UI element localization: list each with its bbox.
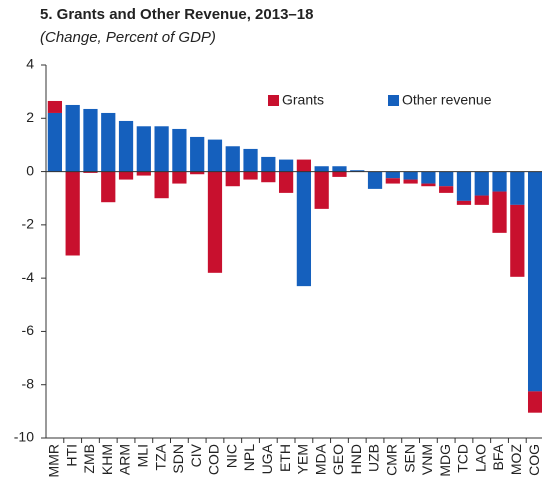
x-tick-label: VNM xyxy=(419,444,435,475)
x-tick-label: MOZ xyxy=(508,444,524,476)
x-tick-label: BFA xyxy=(490,443,506,470)
bar-segment xyxy=(332,171,347,177)
bar-segment xyxy=(118,171,134,180)
bar-segment xyxy=(225,146,240,172)
y-tick-label: -8 xyxy=(22,375,35,391)
x-tick-label: COD xyxy=(206,444,222,475)
bar-segment xyxy=(47,112,63,172)
bar-segment xyxy=(332,166,347,172)
bar-segment xyxy=(190,171,205,175)
x-tick-label: UGA xyxy=(259,443,275,474)
bar-segment xyxy=(243,171,258,180)
chart-subtitle: (Change, Percent of GDP) xyxy=(40,29,216,46)
bar-segment xyxy=(474,171,489,196)
bar-segment xyxy=(278,159,294,172)
bar-segment xyxy=(83,171,98,173)
bar-segment xyxy=(385,178,400,184)
bar-segment xyxy=(243,148,258,172)
x-tick-label: HND xyxy=(348,444,364,474)
bar-segment xyxy=(278,171,294,193)
x-tick-label: MDA xyxy=(312,443,328,475)
x-tick-label: TZA xyxy=(152,443,168,470)
bar-segment xyxy=(527,171,542,392)
x-tick-label: GEO xyxy=(330,444,346,475)
bar-segment xyxy=(47,100,63,113)
bar-segment xyxy=(172,171,187,184)
y-tick-label: -2 xyxy=(22,216,35,232)
x-tick-label: YEM xyxy=(295,444,311,474)
bar-segment xyxy=(527,391,542,413)
bar-segment xyxy=(261,156,276,172)
legend-label: Other revenue xyxy=(402,92,492,108)
y-tick-label: 2 xyxy=(26,109,34,125)
bar-segment xyxy=(439,186,454,193)
bar-segment xyxy=(172,128,187,172)
x-tick-label: CMR xyxy=(384,444,400,476)
bar-segment xyxy=(65,104,80,172)
bar-segment xyxy=(492,171,507,192)
x-tick-label: MMR xyxy=(46,444,62,477)
x-tick-label: NIC xyxy=(223,444,239,468)
y-tick-label: -10 xyxy=(14,429,34,445)
bar-segment xyxy=(101,171,116,203)
x-tick-label: ETH xyxy=(277,444,293,472)
x-tick-label: HTI xyxy=(63,444,79,467)
bar-segment xyxy=(456,200,472,205)
bar-segment xyxy=(403,171,418,180)
bar-segment xyxy=(367,171,383,189)
bar-segment xyxy=(136,126,151,172)
bar-segment xyxy=(296,171,312,287)
chart-title: 5. Grants and Other Revenue, 2013–18 xyxy=(40,6,313,23)
bar-segment xyxy=(136,171,151,176)
y-tick-label: 4 xyxy=(26,56,34,72)
bar-segment xyxy=(118,120,134,172)
bar-segment xyxy=(314,171,329,209)
bar-segment xyxy=(83,108,98,172)
x-tick-label: CIV xyxy=(188,443,204,467)
legend-swatch xyxy=(388,95,399,106)
x-tick-label: NPL xyxy=(241,444,257,471)
legend-swatch xyxy=(268,95,279,106)
bar-segment xyxy=(207,171,223,273)
legend-label: Grants xyxy=(282,92,324,108)
x-tick-label: LAO xyxy=(472,444,488,472)
bar-segment xyxy=(474,195,489,205)
x-tick-label: SEN xyxy=(401,444,417,473)
x-tick-label: UZB xyxy=(366,444,382,472)
x-tick-label: MLI xyxy=(135,444,151,467)
bar-segment xyxy=(154,126,169,172)
bar-segment xyxy=(261,171,276,183)
bar-segment xyxy=(225,171,240,187)
bar-segment xyxy=(403,179,418,184)
bar-segment xyxy=(190,136,205,172)
bar-segment xyxy=(439,171,454,187)
y-tick-label: -4 xyxy=(22,269,35,285)
x-tick-label: COG xyxy=(526,444,542,476)
bar-segment xyxy=(296,159,312,172)
bar-segment xyxy=(510,171,525,205)
bar-segment xyxy=(65,171,80,256)
x-tick-label: SDN xyxy=(170,444,186,474)
bar-segment xyxy=(492,191,507,233)
x-tick-label: TCD xyxy=(455,444,471,473)
bar-segment xyxy=(314,166,329,172)
x-tick-label: KHM xyxy=(99,444,115,475)
bar-segment xyxy=(456,171,472,201)
y-tick-label: 0 xyxy=(26,162,34,178)
bar-segment xyxy=(207,139,223,172)
y-tick-label: -6 xyxy=(22,322,35,338)
bar-segment xyxy=(421,183,436,187)
bar-segment xyxy=(101,112,116,172)
bar-segment xyxy=(421,171,436,184)
bar-segment xyxy=(510,204,525,277)
bar-segment xyxy=(154,171,169,199)
x-tick-label: MDG xyxy=(437,444,453,477)
bar-segment xyxy=(385,171,400,179)
bar-segment xyxy=(350,170,365,172)
x-tick-label: ZMB xyxy=(81,444,97,474)
x-tick-label: ARM xyxy=(117,444,133,475)
